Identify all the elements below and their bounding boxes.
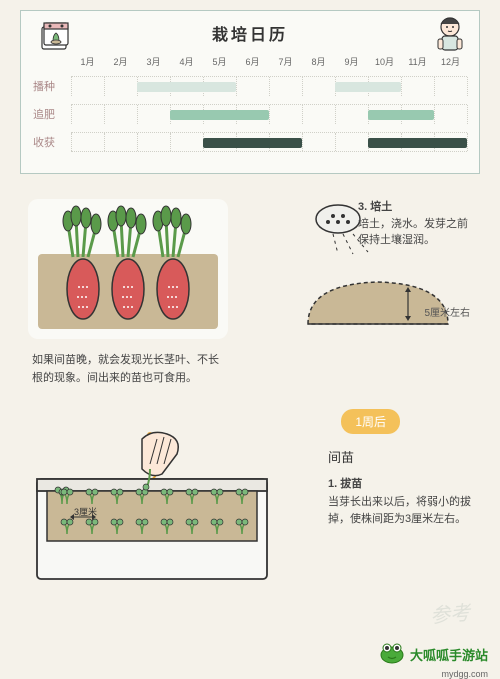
task-bar-area (71, 104, 467, 124)
calendar-header: 栽培日历 (33, 21, 467, 45)
period-bar (137, 82, 236, 92)
period-bar (203, 138, 302, 148)
logo-brand: 大呱呱手游站 (410, 645, 488, 664)
period-bar (368, 138, 467, 148)
task-row: 追肥 (33, 102, 467, 126)
carrot-cross-section: 如果间苗晚，就会发现光长茎叶、不长根的现象。间出来的苗也可食用。 (28, 199, 228, 387)
month-label: 6月 (236, 55, 269, 68)
task-rows: 播种追肥收获 (33, 74, 467, 154)
carrot-icon (157, 259, 189, 319)
carrot-icon (112, 259, 144, 319)
seedling-calendar-icon (38, 19, 74, 60)
month-label: 10月 (368, 55, 401, 68)
month-labels: 1月 2月 3月 4月 5月 6月 7月 8月 9月 10月 11月 12月 (33, 55, 467, 68)
spacing-label: 3厘米 (74, 506, 97, 517)
step-number: 1. 拔苗 (328, 476, 478, 494)
carrot-icon (67, 259, 99, 319)
task-bar-area (71, 76, 467, 96)
task-label: 追肥 (33, 106, 71, 122)
period-bar (170, 110, 269, 120)
depth-label: 5厘米左右 (424, 304, 470, 319)
month-label: 5月 (203, 55, 236, 68)
period-bar (368, 110, 434, 120)
calendar-panel: 栽培日历 1月 2月 3月 4月 5月 6月 7月 8月 9月 10月 11月 … (20, 10, 480, 174)
task-label: 收获 (33, 134, 71, 150)
site-logo: 大呱呱手游站 (378, 640, 488, 669)
gardener-icon (428, 13, 472, 62)
calendar-title: 栽培日历 (212, 21, 288, 45)
logo-url: mydgg.com (441, 669, 488, 679)
month-label: 8月 (302, 55, 335, 68)
month-label: 2月 (104, 55, 137, 68)
task-row: 收获 (33, 130, 467, 154)
frog-icon (378, 640, 406, 669)
month-label: 3月 (137, 55, 170, 68)
month-label: 1月 (71, 55, 104, 68)
soil-step-text: 3. 培土 培土，浇水。发芽之前保持土壤湿润。 (358, 199, 478, 249)
task-bar-area (71, 132, 467, 152)
step-description: 当芽长出来以后，将弱小的拔掉，使株间距为3厘米左右。 (328, 494, 478, 529)
period-bar (335, 82, 401, 92)
time-badge: 1周后 (341, 409, 400, 434)
task-label: 播种 (33, 78, 71, 94)
task-row: 播种 (33, 74, 467, 98)
thinning-text: 间苗 1. 拔苗 当芽长出来以后，将弱小的拔掉，使株间距为3厘米左右。 (328, 447, 478, 529)
planter-illustration: 3厘米 (22, 419, 282, 604)
step-number: 3. 培土 (358, 199, 478, 216)
month-label: 4月 (170, 55, 203, 68)
watermark-text: 参考 (429, 596, 471, 628)
step-description: 培土，浇水。发芽之前保持土壤湿润。 (358, 216, 478, 249)
thinning-title: 间苗 (328, 447, 478, 466)
thinning-section: 3厘米 1周后 间苗 1. 拔苗 当芽长出来以后，将弱小的拔掉，使株间距为3厘米… (0, 409, 500, 659)
carrot-caption: 如果间苗晚，就会发现光长茎叶、不长根的现象。间出来的苗也可食用。 (28, 352, 228, 387)
cultivation-illustrations: 如果间苗晚，就会发现光长茎叶、不长根的现象。间出来的苗也可食用。 3. 培土 培… (0, 189, 500, 409)
month-label: 9月 (335, 55, 368, 68)
month-label: 7月 (269, 55, 302, 68)
